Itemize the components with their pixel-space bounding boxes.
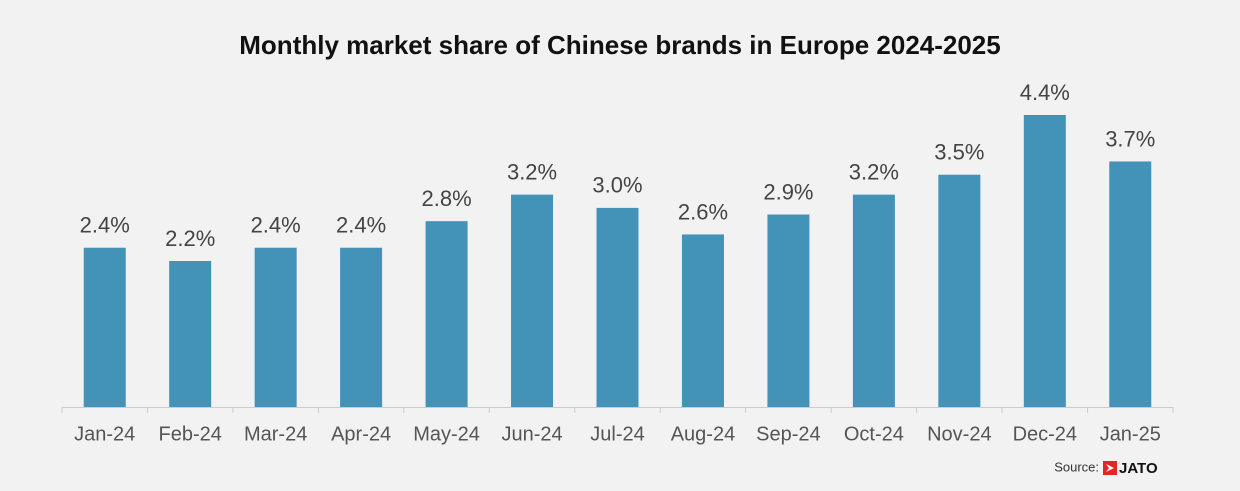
value-label: 3.2%: [507, 159, 557, 184]
bar: [596, 207, 639, 407]
value-label: 3.5%: [934, 140, 984, 165]
value-label: 3.0%: [592, 173, 642, 198]
x-tick-label: Dec-24: [1013, 423, 1077, 445]
bar: [1109, 161, 1152, 407]
x-tick-label: Mar-24: [244, 423, 307, 445]
x-tick-label: Jan-25: [1100, 423, 1161, 445]
logo: JATO: [1119, 460, 1158, 477]
x-tick-label: Aug-24: [671, 423, 736, 445]
value-label: 4.4%: [1020, 80, 1070, 105]
value-label: 2.8%: [421, 186, 471, 211]
value-label: 2.2%: [165, 226, 215, 251]
source: Source:: [1054, 459, 1099, 474]
value-label: 2.4%: [80, 213, 130, 238]
x-tick-label: May-24: [413, 423, 480, 445]
bar: [511, 194, 554, 407]
x-tick-label: Apr-24: [331, 423, 391, 445]
x-tick-label: Oct-24: [844, 423, 904, 445]
bar: [425, 221, 468, 407]
x-tick-label: Feb-24: [159, 423, 222, 445]
bar: [767, 214, 810, 407]
bar: [169, 261, 212, 407]
value-label: 3.7%: [1105, 126, 1155, 151]
x-tick-label: Jun-24: [501, 423, 562, 445]
value-label: 2.9%: [763, 179, 813, 204]
value-label: 3.2%: [849, 159, 899, 184]
bar: [938, 174, 981, 407]
bar: [1023, 115, 1066, 407]
x-tick-label: Jul-24: [590, 423, 644, 445]
bar: [83, 247, 126, 407]
bar: [254, 247, 297, 407]
value-label: 2.6%: [678, 199, 728, 224]
bar: [340, 247, 383, 407]
bar: [852, 194, 895, 407]
chart-title: Monthly market share of Chinese brands i…: [239, 30, 1000, 60]
bar: [681, 234, 724, 407]
x-tick-label: Jan-24: [74, 423, 135, 445]
x-tick-label: Sep-24: [756, 423, 821, 445]
logo-arrow: [1106, 464, 1114, 472]
value-label: 2.4%: [336, 213, 386, 238]
value-label: 2.4%: [251, 213, 301, 238]
x-tick-label: Nov-24: [927, 423, 991, 445]
